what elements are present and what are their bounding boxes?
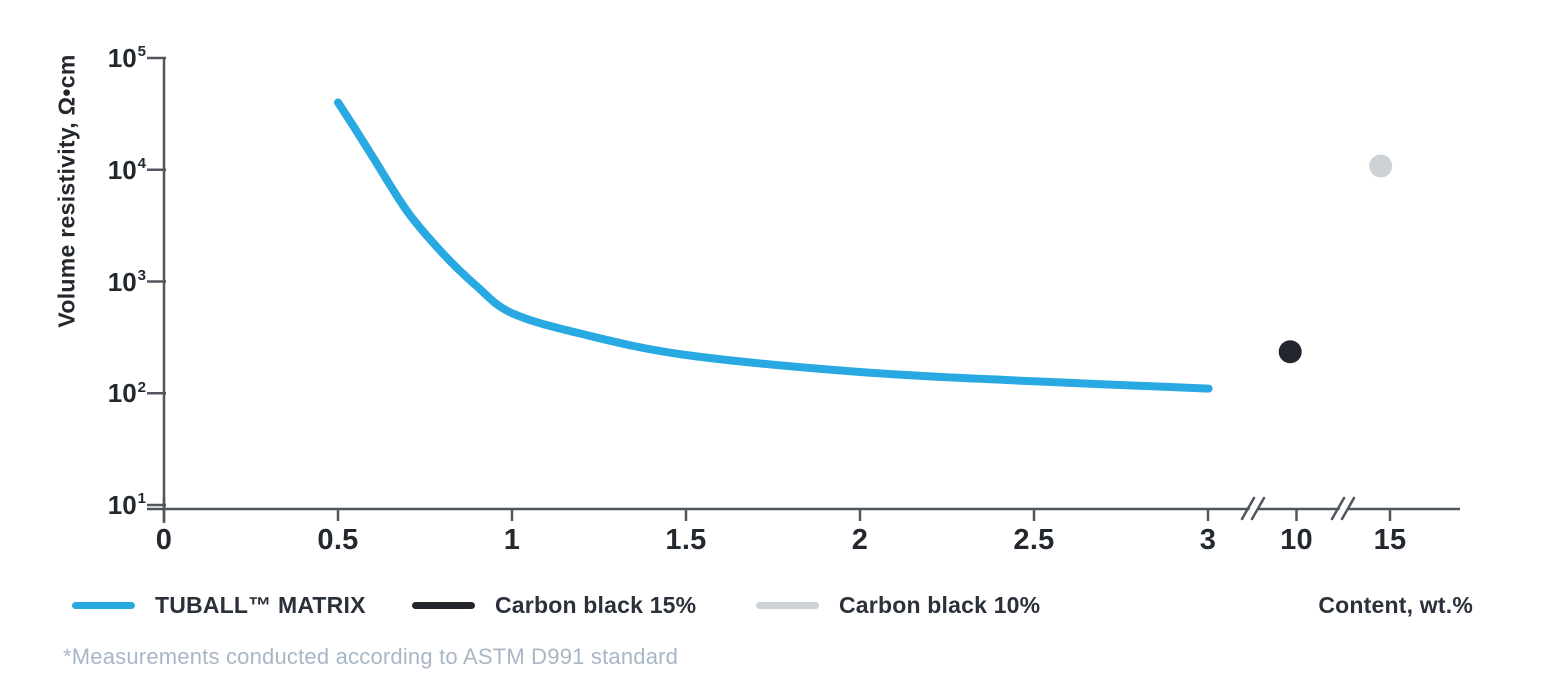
legend-swatch-icon	[412, 601, 475, 609]
x-tick-label: 1.5	[665, 524, 707, 556]
y-tick-label: 105	[40, 43, 146, 73]
x-tick-label: 0.5	[317, 524, 359, 556]
y-tick-exponent: 5	[137, 43, 146, 61]
carbon-black-15--point	[1278, 340, 1302, 364]
y-tick-base: 10	[107, 490, 137, 520]
y-tick-base: 10	[107, 378, 137, 409]
tuball-matrix-curve	[334, 98, 1213, 393]
legend-swatch-icon	[72, 601, 135, 609]
x-tick-label: 3	[1199, 524, 1217, 556]
axis-break-gap	[1244, 495, 1264, 522]
legend-item: TUBALL™ MATRIX	[72, 592, 366, 618]
y-tick-exponent: 1	[137, 490, 146, 508]
y-tick-label: 104	[40, 154, 146, 185]
y-tick-exponent: 2	[137, 378, 146, 396]
legend-label: Carbon black 10%	[839, 591, 1041, 618]
x-tick-label: 2	[851, 524, 869, 556]
legend-label: Carbon black 15%	[495, 591, 697, 618]
y-tick-base: 10	[107, 266, 137, 297]
y-tick-exponent: 3	[137, 266, 146, 284]
x-axis-caption: Content, wt.%	[1318, 592, 1473, 618]
carbon-black-10--point	[1369, 154, 1393, 178]
y-tick-label: 103	[40, 266, 146, 297]
y-tick-label: 101	[40, 490, 146, 520]
axis-break-icon	[1330, 496, 1346, 521]
axis-break-icon	[1340, 496, 1356, 521]
x-tick-label: 0	[155, 524, 173, 556]
y-tick-base: 10	[107, 43, 137, 73]
axis-break-icon	[1240, 496, 1256, 521]
y-tick-exponent: 4	[137, 155, 146, 173]
legend-item: Carbon black 15%	[412, 592, 696, 618]
x-tick-label: 2.5	[1013, 524, 1055, 556]
footnote: *Measurements conducted according to AST…	[63, 644, 679, 669]
legend-label: TUBALL™ MATRIX	[155, 591, 366, 618]
y-tick-base: 10	[107, 154, 137, 185]
x-tick-label: 15	[1373, 524, 1407, 556]
axis-break-icon	[1250, 496, 1266, 521]
axis-break-gap	[1334, 495, 1354, 522]
x-tick-label: 10	[1280, 524, 1313, 556]
x-tick-label: 1	[503, 524, 521, 556]
legend-item: Carbon black 10%	[756, 592, 1040, 618]
y-tick-label: 102	[40, 378, 146, 409]
legend-swatch-icon	[756, 601, 819, 609]
